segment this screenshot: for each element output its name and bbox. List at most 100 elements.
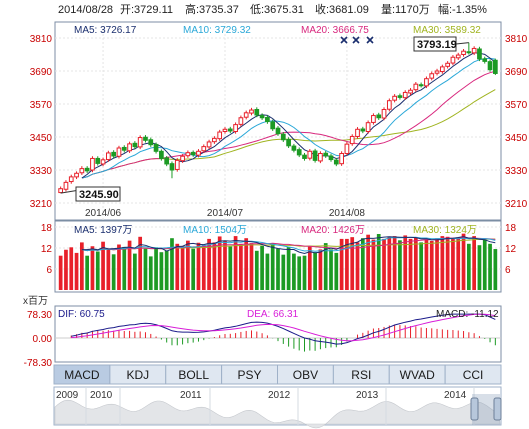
volume-bar-down	[477, 245, 482, 290]
macd-tick-label: 78.30	[27, 310, 52, 321]
volume-ma20-line	[81, 237, 496, 252]
volume-bar-down	[228, 246, 233, 290]
candle-body-up	[116, 147, 122, 157]
candle	[63, 180, 69, 192]
volume-bar-down	[122, 246, 127, 290]
price-tick-left: 3210	[30, 199, 53, 210]
candle	[196, 149, 201, 158]
candle	[201, 144, 207, 153]
macd-dif-line	[71, 313, 496, 345]
tab-obv[interactable]: OBV	[277, 364, 334, 385]
volume-moving-averages	[81, 236, 496, 255]
volume-ma5-line	[81, 236, 496, 255]
volume-bar-up	[223, 241, 227, 290]
candle-body-up	[196, 150, 201, 156]
candle-body-up	[201, 146, 207, 152]
candle-body-up	[249, 109, 254, 114]
candle-body-up	[371, 115, 376, 123]
candle	[355, 127, 360, 139]
candle	[392, 94, 397, 103]
price-tick-right: 3450	[505, 133, 528, 144]
tab-label: OBV	[293, 368, 318, 382]
volume-bar-up	[180, 245, 185, 290]
volume-ma10-label: MA10: 1504万	[183, 225, 247, 236]
volume-bar-up	[64, 249, 68, 290]
candle-body-down	[270, 121, 276, 130]
candle-body-up	[349, 135, 355, 145]
candle	[286, 137, 291, 148]
candle-body-up	[471, 47, 477, 54]
volume-bar-up	[186, 240, 190, 290]
range-handle-left[interactable]	[470, 397, 479, 421]
price-tick-right: 3810	[505, 34, 528, 45]
candle	[397, 93, 403, 100]
candle-body-up	[344, 143, 350, 154]
tab-macd[interactable]: MACD	[53, 364, 111, 385]
volume-bar-down	[493, 249, 498, 290]
candle	[180, 154, 185, 163]
candle	[344, 141, 350, 156]
candle-body-up	[307, 150, 313, 159]
candle-body-down	[254, 109, 260, 116]
overview-range-selector[interactable]	[470, 394, 502, 425]
candle	[68, 174, 74, 184]
volume-bar-down	[159, 252, 164, 290]
volume-bar-up	[435, 238, 439, 290]
candle	[127, 141, 132, 153]
volume-bar-up	[101, 241, 105, 290]
price-ma5-label: MA5: 3726.17	[74, 25, 137, 36]
volume-tick-right: 6	[505, 265, 511, 276]
candle	[360, 126, 366, 134]
volume-bar-down	[143, 248, 148, 290]
header-change: 幅:-1.35%	[438, 3, 487, 16]
candlesticks	[58, 42, 498, 194]
candle	[275, 126, 281, 136]
tab-psy[interactable]: PSY	[221, 364, 278, 385]
volume-bar-up	[106, 249, 111, 290]
candle-body-up	[106, 152, 111, 161]
tab-boll[interactable]: BOLL	[165, 364, 223, 385]
candle	[100, 157, 106, 167]
volume-bar-down	[270, 243, 275, 290]
volume-bar-down	[466, 243, 471, 290]
volume-tick-left: 18	[41, 223, 53, 234]
candle	[291, 143, 297, 153]
candle-body-up	[100, 159, 106, 165]
volume-bar-down	[376, 234, 381, 290]
tab-kdj[interactable]: KDJ	[109, 364, 167, 385]
price-tick-left: 3330	[30, 166, 53, 177]
tab-label: BOLL	[178, 368, 209, 382]
tab-cci[interactable]: CCI	[444, 364, 502, 385]
low-annotation-label: 3245.90	[79, 189, 119, 201]
candle	[90, 156, 95, 173]
candle	[413, 82, 419, 92]
tab-rsi[interactable]: RSI	[332, 364, 390, 385]
candle-body-up	[381, 109, 387, 119]
volume-bar-down	[286, 246, 291, 290]
volume-bar-down	[154, 247, 158, 290]
candle-body-up	[127, 143, 132, 152]
candle	[376, 112, 382, 120]
volume-bar-up	[307, 246, 312, 290]
volume-bar-up	[440, 236, 445, 290]
candle	[148, 137, 154, 147]
volume-ma30-label: MA30: 1324万	[413, 225, 477, 236]
tab-wvad[interactable]: WVAD	[388, 364, 446, 385]
candle	[121, 145, 127, 153]
candle	[302, 152, 307, 161]
date-tick-label: 2014/06	[85, 208, 122, 219]
candle	[190, 150, 196, 157]
macd-lines	[71, 313, 496, 345]
range-handle-right[interactable]	[493, 397, 502, 421]
candle	[233, 122, 238, 134]
event-marker-icon	[340, 36, 348, 44]
volume-bar-up	[366, 234, 370, 290]
macd-tick-label: 0.00	[33, 334, 53, 345]
volume-bar-up	[175, 243, 180, 290]
candle-body-up	[455, 54, 461, 59]
candle	[111, 150, 117, 159]
candle-body-down	[492, 59, 498, 74]
candle	[217, 129, 223, 141]
header-volume: 量:1170万	[381, 3, 430, 16]
volume-bar-up	[387, 236, 392, 290]
